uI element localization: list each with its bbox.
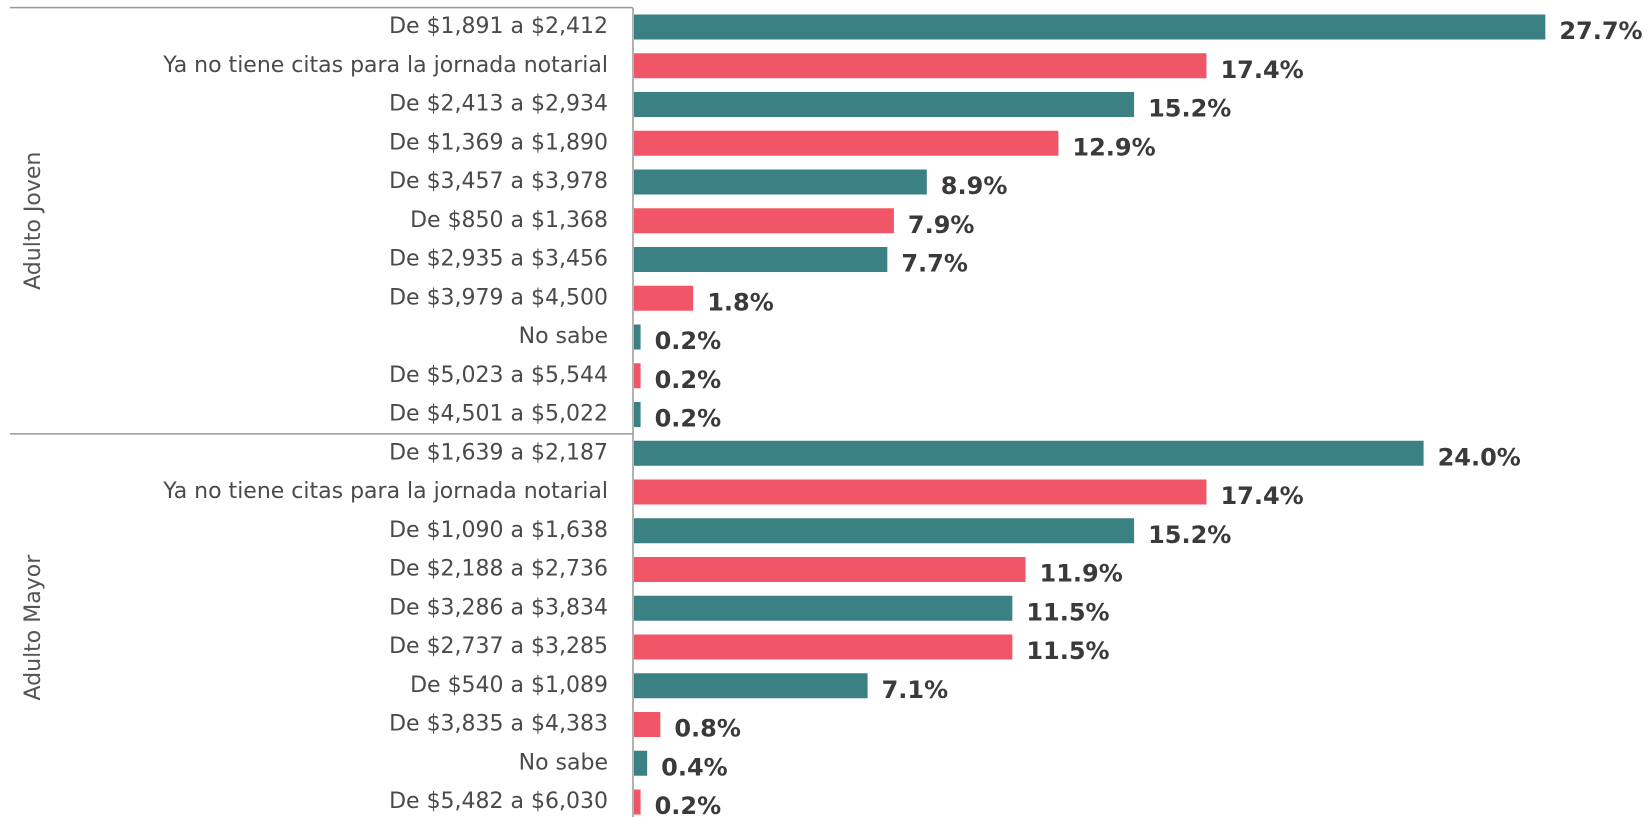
category-label: De $2,188 a $2,736 bbox=[389, 557, 608, 582]
bar bbox=[634, 169, 927, 195]
value-label: 7.7% bbox=[901, 250, 968, 278]
bar bbox=[634, 479, 1207, 505]
value-label: 0.4% bbox=[661, 753, 728, 781]
category-label: De $5,482 a $6,030 bbox=[389, 789, 608, 814]
category-label: De $1,891 a $2,412 bbox=[389, 14, 608, 39]
category-label: Ya no tiene citas para la jornada notari… bbox=[162, 479, 608, 504]
category-label: De $1,639 a $2,187 bbox=[389, 440, 608, 465]
category-label: No sabe bbox=[519, 324, 608, 349]
bar bbox=[634, 673, 868, 699]
category-label: De $540 a $1,089 bbox=[410, 673, 608, 698]
value-label: 0.2% bbox=[655, 327, 722, 355]
value-label: 15.2% bbox=[1148, 521, 1231, 549]
bar bbox=[634, 595, 1013, 621]
bar bbox=[634, 440, 1424, 466]
value-label: 0.2% bbox=[655, 792, 722, 817]
bar bbox=[634, 324, 641, 350]
category-label: De $3,835 a $4,383 bbox=[389, 712, 608, 737]
value-label: 17.4% bbox=[1220, 56, 1303, 84]
value-label: 7.9% bbox=[908, 211, 975, 239]
value-label: 11.9% bbox=[1040, 560, 1123, 588]
bar bbox=[634, 518, 1135, 544]
bar bbox=[634, 285, 694, 311]
value-label: 1.8% bbox=[707, 288, 774, 316]
bar bbox=[634, 53, 1207, 79]
value-label: 24.0% bbox=[1438, 443, 1521, 471]
bar bbox=[634, 208, 894, 234]
category-label: De $4,501 a $5,022 bbox=[389, 402, 608, 427]
value-label: 8.9% bbox=[941, 172, 1008, 200]
category-label: No sabe bbox=[519, 750, 608, 775]
category-label: De $2,413 a $2,934 bbox=[389, 92, 608, 117]
bar bbox=[634, 750, 648, 776]
bar bbox=[634, 363, 641, 389]
category-label: De $3,457 a $3,978 bbox=[389, 169, 608, 194]
value-label: 0.2% bbox=[655, 366, 722, 394]
bar bbox=[634, 247, 888, 272]
bar bbox=[634, 92, 1135, 117]
category-label: De $3,979 a $4,500 bbox=[389, 285, 608, 310]
value-label: 7.1% bbox=[882, 676, 949, 704]
category-label: De $3,286 a $3,834 bbox=[389, 595, 608, 620]
value-label: 0.2% bbox=[655, 405, 722, 433]
bar bbox=[634, 634, 1013, 660]
value-label: 11.5% bbox=[1026, 637, 1109, 665]
category-label: De $2,935 a $3,456 bbox=[389, 247, 608, 272]
bar bbox=[634, 557, 1026, 582]
value-label: 15.2% bbox=[1148, 95, 1231, 123]
category-label: De $850 a $1,368 bbox=[410, 208, 608, 233]
value-label: 0.8% bbox=[674, 715, 741, 743]
group-label: Adulto Mayor bbox=[21, 554, 46, 701]
group-label: Adulto Joven bbox=[21, 152, 46, 290]
value-label: 27.7% bbox=[1559, 17, 1642, 45]
category-label: Ya no tiene citas para la jornada notari… bbox=[162, 53, 608, 78]
value-label: 11.5% bbox=[1026, 598, 1109, 626]
bar bbox=[634, 712, 661, 737]
bar bbox=[634, 402, 641, 427]
value-label: 17.4% bbox=[1220, 482, 1303, 510]
bar bbox=[634, 789, 641, 815]
bar bbox=[634, 14, 1546, 40]
category-label: De $1,090 a $1,638 bbox=[389, 518, 608, 543]
category-label: De $2,737 a $3,285 bbox=[389, 634, 608, 659]
category-label: De $1,369 a $1,890 bbox=[389, 130, 608, 155]
bar bbox=[634, 130, 1059, 156]
category-label: De $5,023 a $5,544 bbox=[389, 363, 608, 388]
value-label: 12.9% bbox=[1072, 133, 1155, 161]
